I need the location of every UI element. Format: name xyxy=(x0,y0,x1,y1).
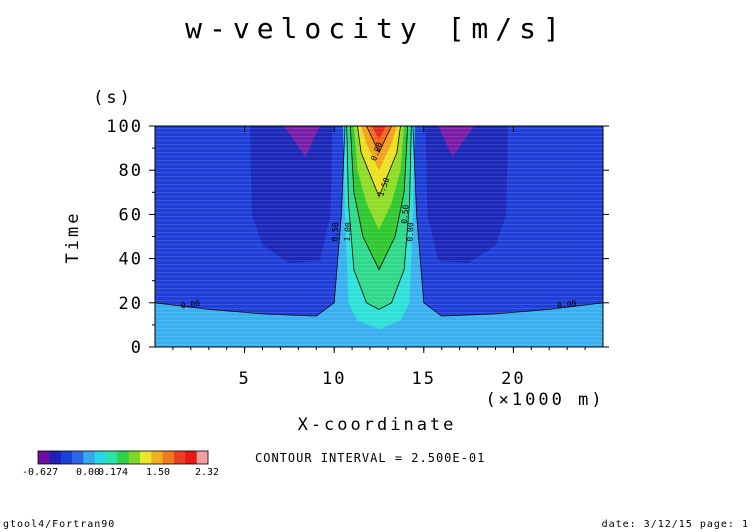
contour-label-5: 0.50 xyxy=(400,204,411,224)
colorbar-swatch-2 xyxy=(60,451,73,464)
x-tick-label-1: 10 xyxy=(322,369,346,389)
colorbar-max-label: 2.32 xyxy=(195,467,219,478)
colorbar-swatch-5 xyxy=(94,451,107,464)
colorbar-mid-label-3: 1.50 xyxy=(146,467,170,478)
plot-area: 0.00 0.000.50 1.001.500.500.000.00 xyxy=(154,125,604,348)
colorbar-frame xyxy=(37,450,209,465)
colorbar-swatch-9 xyxy=(140,451,152,464)
contour-label-1: 0.00 xyxy=(557,299,578,311)
colorbar-swatch-6 xyxy=(106,451,118,464)
y-axis-label: Time xyxy=(63,211,83,264)
colorbar-swatch-14 xyxy=(196,451,209,464)
colorbar-swatch-8 xyxy=(128,451,141,464)
contour-label-3: 1.00 xyxy=(342,222,353,242)
colorbar-swatch-4 xyxy=(83,451,95,464)
y-tick-label-5: 100 xyxy=(106,117,143,137)
footer-right: date: 3/12/15 page: 1 xyxy=(602,519,749,530)
y-tick-label-1: 20 xyxy=(119,294,143,314)
contour-label-2: 0.50 xyxy=(330,222,340,242)
chart-title: w-velocity [m/s] xyxy=(185,12,567,45)
colorbar-swatch-3 xyxy=(72,451,84,464)
colorbar-swatch-11 xyxy=(162,451,175,464)
colorbar-swatch-12 xyxy=(174,451,186,464)
colorbar-swatch-1 xyxy=(49,451,61,464)
footer-left: gtool4/Fortran90 xyxy=(3,519,115,530)
y-tick-label-4: 80 xyxy=(119,161,143,181)
contour-interval: CONTOUR INTERVAL = 2.500E-01 xyxy=(255,451,485,465)
colorbar-swatch-13 xyxy=(185,451,197,464)
colorbar-swatch-0 xyxy=(38,451,50,464)
y-tick-label-0: 0 xyxy=(131,338,143,358)
y-tick-label-2: 40 xyxy=(119,250,143,270)
colorbar-mid-label-2: 0.174 xyxy=(98,467,128,478)
x-tick-label-3: 20 xyxy=(501,369,525,389)
y-unit: (s) xyxy=(93,88,133,108)
x-unit: (×1000 m) xyxy=(485,390,604,410)
colorbar-min-label: -0.627 xyxy=(22,467,58,478)
x-tick-label-2: 15 xyxy=(412,369,436,389)
colorbar-swatch-10 xyxy=(151,451,163,464)
contour-label-6: 0.00 xyxy=(406,222,416,242)
x-axis-label: X-coordinate xyxy=(298,415,457,435)
contour-label-0: 0.00 xyxy=(180,299,201,311)
y-tick-label-3: 60 xyxy=(119,205,143,225)
colorbar xyxy=(37,450,209,465)
colorbar-mid-label-1: 0.00 xyxy=(76,467,100,478)
colorbar-swatch-7 xyxy=(117,451,129,464)
x-tick-label-0: 5 xyxy=(238,369,250,389)
